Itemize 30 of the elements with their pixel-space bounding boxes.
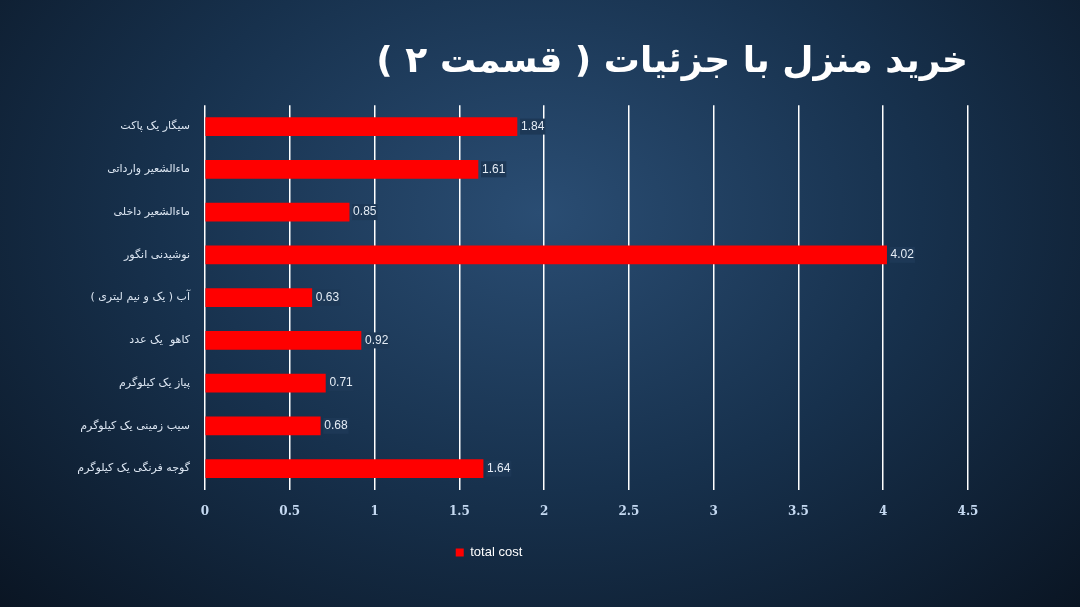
x-tick-label: 3.5 — [788, 504, 809, 519]
x-tick-label: 2 — [539, 504, 549, 519]
x-tick-label: 2.5 — [618, 504, 640, 519]
y-tick-label: ماءالشعیر وارداتی — [107, 162, 191, 176]
legend-label: total cost — [470, 544, 523, 560]
y-tick-label: پیاز یک کیلوگرم — [119, 375, 190, 389]
data-label: 0.85 — [353, 204, 377, 219]
data-label: 1.84 — [520, 118, 545, 133]
data-label: 4.02 — [890, 247, 915, 262]
data-label: 0.92 — [364, 332, 389, 347]
x-tick-label: 0.5 — [279, 504, 301, 519]
x-tick-label: 0 — [200, 504, 210, 519]
y-tick-label: سیگار یک پاکت — [120, 119, 190, 133]
x-tick-label: 3 — [709, 504, 718, 519]
y-tick-label: گوجه فرنگی یک کیلوگرم — [77, 461, 191, 475]
chart-title: خرید منزل با جزئیات ( قسمت ۲ ) — [376, 38, 968, 81]
x-tick-label: 1 — [370, 504, 379, 519]
data-label: 0.63 — [315, 289, 340, 304]
y-tick-label: نوشیدنی انگور — [123, 247, 190, 261]
x-tick-label: 1.5 — [448, 504, 470, 519]
y-tick-label: کاهو یک عدد — [129, 333, 191, 347]
x-tick-label: 4 — [879, 504, 888, 519]
data-label: 1.64 — [487, 460, 511, 475]
data-label: 0.68 — [324, 418, 348, 433]
data-label: 0.71 — [329, 375, 354, 390]
y-tick-label: آب ( یک و نیم لیتری ) — [90, 289, 191, 304]
y-tick-label: ماءالشعیر داخلی — [113, 204, 191, 218]
y-tick-label: سیب زمینی یک کیلوگرم — [80, 418, 190, 432]
data-label: 1.61 — [481, 161, 506, 176]
x-tick-label: 4.5 — [957, 504, 979, 519]
